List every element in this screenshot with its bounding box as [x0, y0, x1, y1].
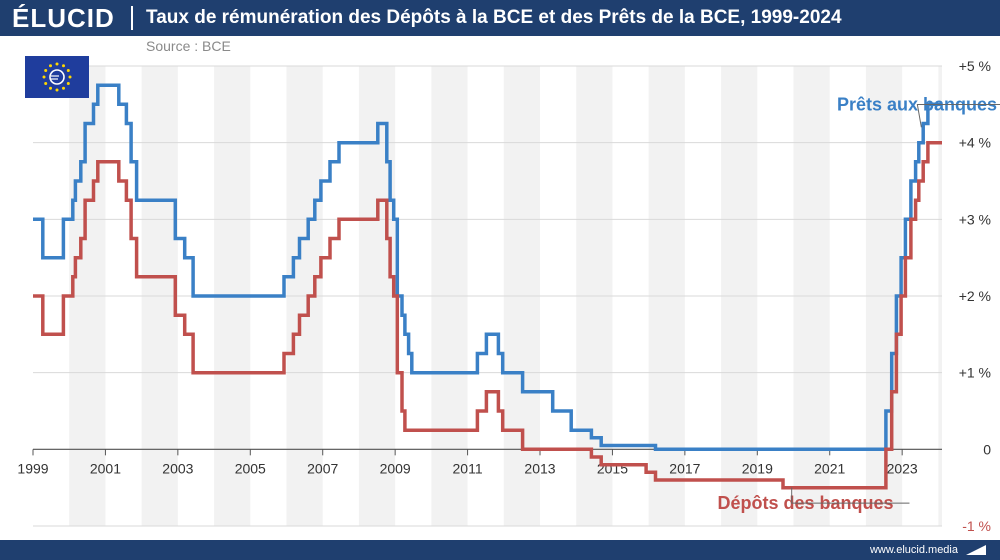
y-tick-label: +4 %	[959, 135, 991, 151]
chart-canvas: 1999 2001 2003 2005 2007 2009 2011 2013 2015 2017…	[17, 58, 1000, 534]
y-tick-label: +1 %	[959, 365, 991, 381]
x-tick-label: 2001	[90, 460, 121, 476]
x-tick-label: 2009	[380, 460, 411, 476]
x-tick-label: 2013	[524, 460, 555, 476]
flag-star-icon	[55, 62, 59, 66]
euro-icon	[49, 69, 65, 85]
flag-star-icon	[55, 88, 59, 92]
x-tick-label: 2005	[235, 460, 266, 476]
brand-logo[interactable]: ÉLUCID	[12, 3, 115, 33]
footer-url[interactable]: www.elucid.media	[869, 544, 958, 556]
x-tick-label: 2023	[887, 460, 918, 476]
x-tick-label: 2011	[453, 460, 483, 476]
x-tick-label: 2017	[669, 460, 700, 476]
x-tick-label: 2007	[307, 460, 338, 476]
flag-star-icon	[68, 75, 72, 79]
x-tick-label: 2021	[814, 460, 845, 476]
y-tick-label: +5 %	[959, 58, 991, 74]
flag-star-icon	[66, 69, 70, 72]
y-tick-label: +2 %	[959, 288, 991, 304]
x-tick-label: 2019	[742, 460, 773, 476]
leader-line-prets	[916, 103, 1000, 128]
series-line-depots	[33, 140, 942, 490]
eu-flag-icon	[25, 56, 89, 98]
elucid-mark-icon	[966, 545, 986, 555]
chart-title: Taux de rémunération des Dépôts à la BCE…	[146, 7, 842, 28]
footer-bar: www.elucid.media	[0, 540, 1000, 560]
flag-star-icon	[44, 82, 48, 85]
flag-star-icon	[62, 64, 65, 68]
x-tick-label: 2003	[162, 460, 193, 476]
flag-star-icon	[49, 64, 52, 68]
y-tick-label: +3 %	[959, 211, 991, 227]
y-tick-label: 0	[983, 441, 991, 457]
leader-line-depots	[791, 487, 910, 504]
series-line-prets	[33, 83, 942, 452]
flag-star-icon	[62, 86, 65, 90]
flag-star-icon	[66, 82, 70, 85]
header-bar: ÉLUCID Taux de rémunération des Dépôts à…	[0, 0, 1000, 36]
y-tick-label: -1 %	[962, 518, 991, 534]
chart-source: Source : BCE	[146, 38, 231, 54]
flag-star-icon	[49, 86, 52, 90]
flag-star-icon	[44, 69, 48, 72]
flag-star-icon	[42, 75, 46, 79]
x-tick-label: 1999	[17, 460, 48, 476]
header-divider	[131, 6, 133, 30]
